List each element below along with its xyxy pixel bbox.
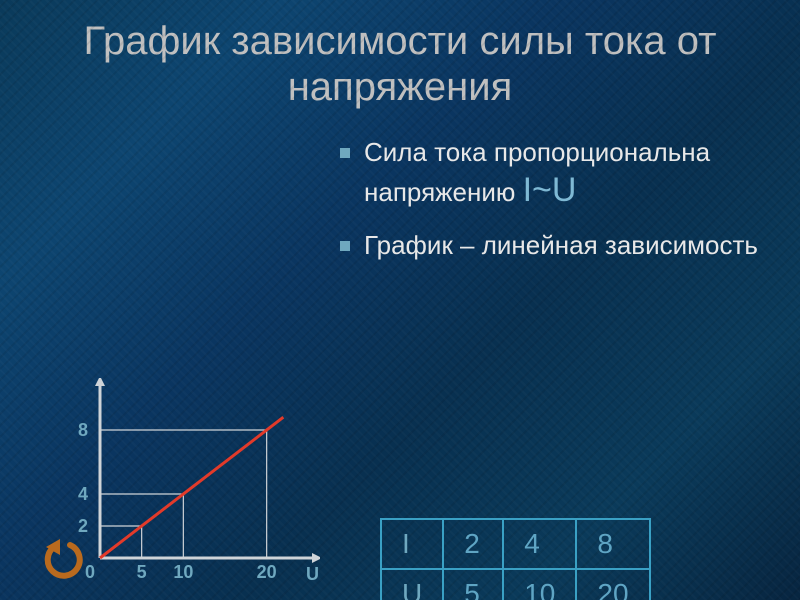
table-cell: 5 <box>443 569 503 600</box>
data-table: I 2 4 8 U 5 10 20 <box>380 518 651 600</box>
content-area: Сила тока пропорциональна напряжению I~U… <box>0 118 800 262</box>
table-row: I 2 4 8 <box>381 519 650 569</box>
svg-text:20: 20 <box>257 562 277 582</box>
table-cell: 10 <box>503 569 576 600</box>
table-cell: 20 <box>576 569 649 600</box>
svg-text:4: 4 <box>78 484 88 504</box>
bullet-marker-icon <box>340 148 350 158</box>
bullet-text: График – линейная зависимость <box>364 229 758 262</box>
table-cell: 2 <box>443 519 503 569</box>
table-row-header: U <box>381 569 443 600</box>
bullet-formula: I~U <box>523 171 577 209</box>
back-arrow-button[interactable] <box>40 539 84 588</box>
back-arrow-icon <box>40 539 84 583</box>
bullet-item: График – линейная зависимость <box>340 229 760 262</box>
bullet-marker-icon <box>340 241 350 251</box>
svg-text:2: 2 <box>78 516 88 536</box>
svg-text:10: 10 <box>173 562 193 582</box>
page-title: График зависимости силы тока от напряжен… <box>0 0 800 118</box>
svg-text:5: 5 <box>137 562 147 582</box>
svg-text:8: 8 <box>78 420 88 440</box>
bullet-text-prefix: График – линейная зависимость <box>364 230 758 260</box>
svg-text:U,B: U,B <box>306 564 320 584</box>
table-cell: 4 <box>503 519 576 569</box>
table-row-header: I <box>381 519 443 569</box>
bullet-list: Сила тока пропорциональна напряжению I~U… <box>340 136 760 262</box>
table-cell: 8 <box>576 519 649 569</box>
bullet-text: Сила тока пропорциональна напряжению I~U <box>364 136 760 211</box>
table-row: U 5 10 20 <box>381 569 650 600</box>
bullet-item: Сила тока пропорциональна напряжению I~U <box>340 136 760 211</box>
svg-text:0: 0 <box>85 562 95 582</box>
